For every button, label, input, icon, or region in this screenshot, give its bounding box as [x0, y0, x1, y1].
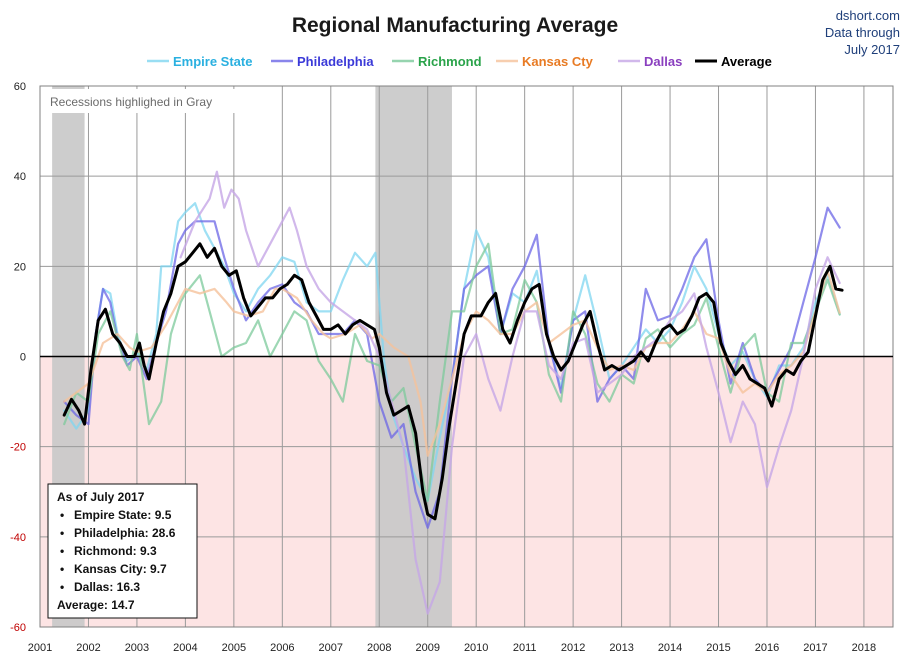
x-tick-label: 2003: [125, 642, 149, 654]
y-tick-label: 0: [20, 352, 26, 364]
source-line-2: Data through: [825, 25, 900, 40]
x-tick-label: 2014: [658, 642, 682, 654]
series-line-average: [62, 242, 844, 521]
series-line-richmond: [63, 242, 841, 502]
legend-label-richmond: Richmond: [418, 54, 482, 69]
legend-label-empire-state: Empire State: [173, 54, 252, 69]
legend: Empire State Philadelphia Richmond Kansas C…: [147, 54, 772, 69]
series-line-dallas: [179, 170, 841, 615]
x-tick-label: 2010: [464, 642, 488, 654]
y-tick-label: -60: [10, 622, 26, 634]
summary-item-richmond: Richmond: 9.3: [74, 544, 157, 558]
x-tick-label: 2013: [609, 642, 633, 654]
y-tick-label: 20: [14, 261, 26, 273]
series-line-kansas-cty: [63, 269, 841, 457]
recession-note: Recessions highlighed in Gray: [50, 95, 212, 109]
y-tick-label: 40: [14, 171, 26, 183]
legend-label-dallas: Dallas: [644, 54, 682, 69]
x-tick-label: 2001: [28, 642, 52, 654]
summary-item-empire-state: Empire State: 9.5: [74, 508, 172, 522]
source-line-1: dshort.com: [836, 8, 900, 23]
series-line-empire-state: [63, 202, 841, 502]
x-tick-label: 2016: [755, 642, 779, 654]
x-tick-label: 2018: [852, 642, 876, 654]
summary-item-kansas-city: Kansas City: 9.7: [74, 562, 167, 576]
legend-label-philadelphia: Philadelphia: [297, 54, 374, 69]
chart-title: Regional Manufacturing Average: [292, 14, 618, 37]
source-line-3: July 2017: [844, 42, 900, 57]
summary-item-philadelphia: Philadelphia: 28.6: [74, 526, 176, 540]
summary-title: As of July 2017: [57, 490, 145, 504]
summary-bullet: •: [60, 544, 64, 558]
legend-label-kansas-cty: Kansas Cty: [522, 54, 594, 69]
x-tick-label: 2017: [803, 642, 827, 654]
series-line-philadelphia: [63, 206, 841, 529]
summary-average: Average: 14.7: [57, 598, 135, 612]
y-tick-label: 60: [14, 81, 26, 93]
x-tick-label: 2015: [706, 642, 730, 654]
summary-box: As of July 2017 • Empire State: 9.5 • Ph…: [47, 483, 198, 619]
x-tick-label: 2009: [415, 642, 439, 654]
x-tick-label: 2011: [513, 642, 537, 654]
x-tick-label: 2002: [76, 642, 100, 654]
summary-item-dallas: Dallas: 16.3: [74, 580, 140, 594]
summary-bullet: •: [60, 508, 64, 522]
x-tick-label: 2004: [173, 642, 197, 654]
legend-label-average: Average: [721, 54, 772, 69]
x-tick-label: 2012: [561, 642, 585, 654]
summary-bullet: •: [60, 526, 64, 540]
x-tick-label: 2008: [367, 642, 391, 654]
x-tick-label: 2006: [270, 642, 294, 654]
summary-bullet: •: [60, 580, 64, 594]
x-tick-label: 2007: [319, 642, 343, 654]
summary-box-frame: [47, 483, 198, 619]
y-tick-label: -20: [10, 442, 26, 454]
recession-note-bg: [45, 89, 243, 113]
summary-bullet: •: [60, 562, 64, 576]
y-tick-label: -40: [10, 532, 26, 544]
x-tick-label: 2005: [222, 642, 246, 654]
